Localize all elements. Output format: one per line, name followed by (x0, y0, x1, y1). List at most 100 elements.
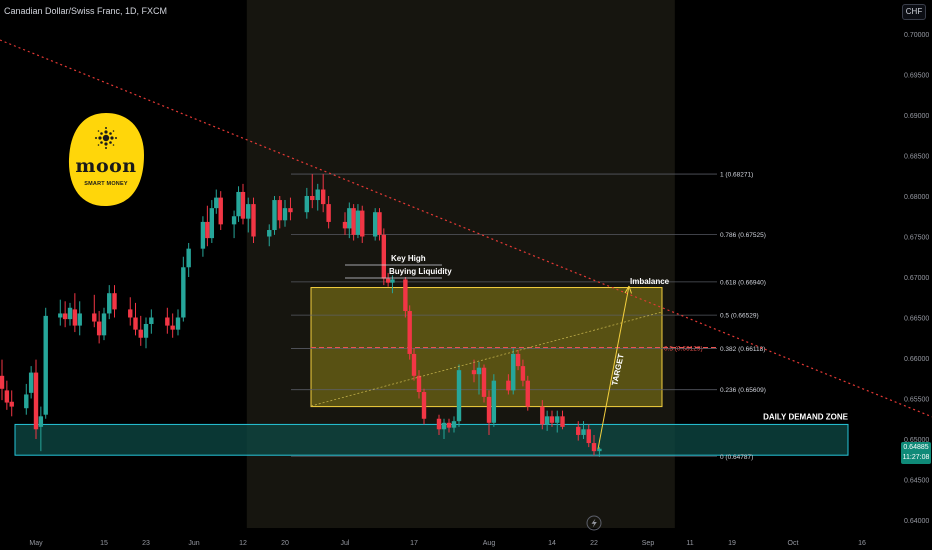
time-axis-tick: 19 (728, 540, 736, 547)
candle-body (267, 230, 272, 237)
zone-layer: DAILY DEMAND ZONE 0.5 (0.66129) (14, 287, 849, 456)
candle-body (315, 189, 320, 201)
price-axis-tick: 0.65500 (904, 397, 929, 404)
candle-body (390, 279, 395, 283)
time-axis-tick: 23 (142, 540, 150, 547)
candle-body (581, 429, 586, 435)
candle-body (403, 279, 408, 312)
current-price-tag: 0.64885 11:27:08 (901, 442, 931, 464)
candle-body (347, 208, 352, 229)
candle-body (586, 429, 591, 444)
logo-blob-shape (68, 113, 144, 207)
imbalance-label: Imbalance (630, 277, 670, 286)
fib-level-label: 0.618 (0.66940) (720, 279, 766, 286)
fib-level-label: 0.382 (0.66118) (720, 346, 765, 353)
candle-body (0, 375, 5, 389)
candle-body (446, 422, 452, 428)
candle-body (77, 313, 82, 326)
candle-body (407, 311, 412, 354)
candle-body (143, 323, 149, 338)
target-arrow-head (624, 285, 632, 294)
candle-body (411, 353, 417, 376)
candle-body (175, 317, 181, 330)
candle-body (560, 416, 565, 427)
projection-line (310, 311, 663, 407)
candle-body (38, 416, 44, 427)
price-axis-tick: 0.64000 (904, 518, 929, 525)
candle-body (515, 353, 521, 367)
time-axis-tick: Aug (483, 540, 496, 547)
candle-body (351, 208, 356, 235)
candle-body (246, 204, 251, 219)
fib-level-label: 0.5 (0.66529) (720, 313, 759, 320)
demand-zone-label: DAILY DEMAND ZONE (763, 412, 849, 421)
price-axis-tick: 0.70000 (904, 32, 929, 39)
candle-body (451, 421, 457, 428)
time-axis-tick: 16 (858, 540, 866, 547)
candle-body (282, 208, 288, 221)
candle-body (320, 189, 326, 205)
candle-body (272, 200, 277, 231)
price-axis-tick: 0.68500 (904, 154, 929, 161)
time-axis-tick: 11 (686, 540, 693, 547)
time-axis-tick: Oct (788, 540, 799, 547)
candle-body (597, 448, 602, 452)
candle-body (342, 221, 348, 229)
candle-body (288, 208, 293, 213)
key-high-label: Key High (391, 254, 426, 263)
candle-body (476, 367, 482, 375)
price-axis[interactable]: 0.70000 0.69500 0.69000 0.68500 0.68000 0.675… (904, 32, 929, 525)
candle-body (186, 248, 191, 268)
time-axis-tick: Jun (188, 540, 199, 547)
candle-body (540, 406, 545, 425)
time-axis[interactable]: May 15 23 Jun 12 20 Jul 17 Aug 14 22 Sep 11 19 Oct 16 (29, 540, 866, 547)
price-axis-tick: 0.68000 (904, 194, 929, 201)
time-axis-tick: 15 (100, 540, 108, 547)
candle-body (360, 210, 365, 237)
candle-body (471, 370, 477, 375)
candle-body (101, 313, 107, 336)
candle-body (277, 200, 282, 221)
time-axis-tick: 12 (239, 540, 247, 547)
candle-body (9, 401, 14, 407)
candle-body (33, 372, 39, 430)
candle-body (251, 204, 256, 237)
time-axis-tick: 14 (548, 540, 556, 547)
target-arrow-line[interactable] (597, 285, 630, 450)
candle-body (310, 196, 315, 201)
candle-body (240, 191, 246, 219)
candle-body (62, 313, 68, 320)
currency-badge[interactable]: CHF (902, 4, 926, 20)
moon-smart-money-logo: moon SMART MONEY (67, 111, 145, 207)
fibonacci-retracement[interactable]: 1 (0.68271) 0.786 (0.67525) 0.618 (0.66940… (291, 172, 766, 461)
logo-title: moon (75, 155, 137, 177)
time-axis-tick: 17 (410, 540, 418, 547)
candle-body (377, 212, 382, 235)
fib-level-label: 1 (0.68271) (720, 172, 753, 179)
candle-body (416, 375, 422, 393)
candle-body (112, 293, 117, 310)
fib-level-label: 0.236 (0.65609) (720, 387, 766, 394)
candle-body (72, 309, 78, 326)
daily-demand-zone[interactable] (14, 423, 849, 456)
candle-body (209, 208, 215, 239)
candles-layer (0, 174, 602, 457)
candle-body (486, 396, 492, 423)
lightning-icon[interactable] (586, 515, 602, 531)
candle-body (544, 416, 550, 425)
candle-body (214, 197, 219, 209)
time-axis-tick: Sep (642, 540, 655, 547)
candle-body (92, 313, 97, 322)
current-price-value: 0.64885 (903, 444, 929, 451)
candle-body (355, 210, 361, 235)
time-axis-tick: May (29, 540, 43, 547)
candle-body (4, 390, 10, 403)
candle-body (200, 221, 206, 249)
candle-body (381, 234, 387, 279)
candle-body (43, 315, 48, 415)
candle-body (456, 370, 462, 422)
price-axis-tick: 0.66500 (904, 316, 929, 323)
